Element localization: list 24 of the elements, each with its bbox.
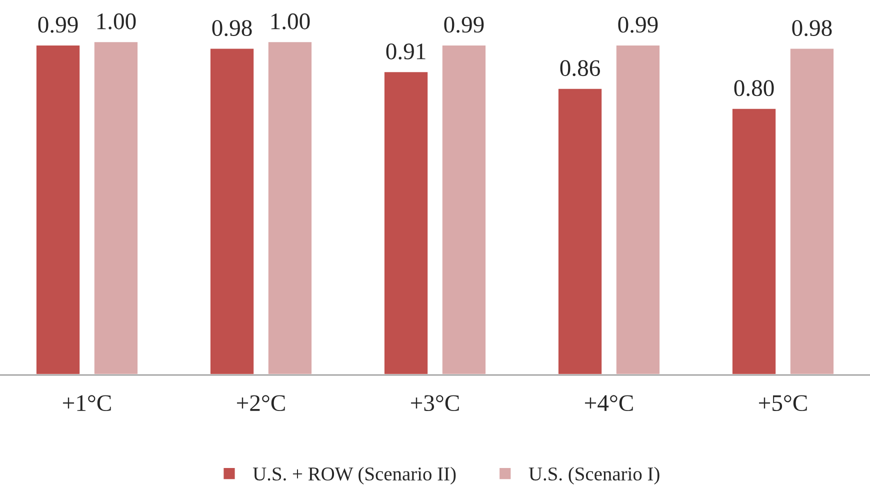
data-label: 0.98 — [792, 20, 832, 36]
legend-label: U.S. + ROW (Scenario II) — [252, 466, 456, 484]
x-tick-label: +5°C — [759, 395, 807, 412]
data-label: 0.99 — [444, 16, 484, 33]
x-tick-label: +3°C — [411, 395, 459, 412]
bar — [266, 40, 314, 375]
data-label: 0.91 — [386, 43, 426, 60]
x-tick-label: +2°C — [237, 395, 285, 412]
data-label: 0.99 — [38, 16, 78, 33]
data-label: 1.00 — [271, 13, 310, 30]
bar — [382, 70, 430, 375]
bar — [556, 86, 604, 375]
x-tick-label: +4°C — [585, 395, 633, 412]
legend-label: U.S. (Scenario I) — [528, 466, 660, 484]
bar — [788, 46, 836, 375]
data-label: 0.99 — [618, 16, 658, 33]
data-label: 0.86 — [560, 60, 600, 76]
bar — [92, 40, 140, 375]
x-tick-label: +1°C — [63, 395, 111, 412]
data-label: 0.80 — [734, 80, 774, 96]
data-label: 1.00 — [97, 13, 136, 30]
bar — [208, 46, 256, 375]
bar — [730, 106, 778, 375]
data-label: 0.98 — [212, 20, 252, 36]
